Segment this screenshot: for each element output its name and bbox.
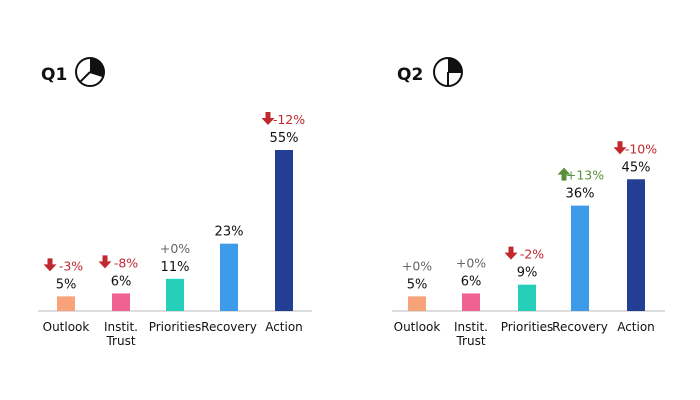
category-label: Action xyxy=(265,320,303,334)
bar-recovery xyxy=(220,243,238,311)
category-label: Action xyxy=(617,320,655,334)
change-value: -2% xyxy=(520,247,544,262)
q2-chart-panel: Q2 5% Outlook +0% 6% Instit. Trust +0% 9% Priori… xyxy=(392,57,665,348)
category-label: Outlook xyxy=(394,320,441,334)
change-value: -10% xyxy=(625,141,657,156)
bar-action xyxy=(627,179,645,311)
value-label: 9% xyxy=(517,266,538,281)
value-label: 55% xyxy=(270,131,299,146)
value-label: 5% xyxy=(407,277,428,292)
value-label: 23% xyxy=(215,225,244,240)
change-indicator: +0% xyxy=(402,258,432,273)
bar-outlook xyxy=(408,296,426,311)
pie-chart-icon xyxy=(75,57,105,87)
change-indicator: -10% xyxy=(613,141,657,156)
category-label: Recovery xyxy=(552,320,608,334)
change-indicator: +13% xyxy=(557,167,604,183)
arrow-down-icon xyxy=(98,255,112,269)
arrow-down-icon xyxy=(504,246,518,260)
change-indicator: -2% xyxy=(504,246,544,262)
arrow-down-icon xyxy=(613,141,627,155)
q2-title: Q2 xyxy=(397,65,423,85)
change-value: +0% xyxy=(456,255,486,270)
change-value: -12% xyxy=(273,112,305,127)
category-label: Outlook xyxy=(43,320,90,334)
value-label: 5% xyxy=(56,277,77,292)
change-indicator: +0% xyxy=(160,241,190,256)
category-label: Recovery xyxy=(201,320,257,334)
value-label: 6% xyxy=(111,274,132,289)
category-label: Instit. Trust xyxy=(454,320,488,348)
bar-instit xyxy=(112,293,130,311)
change-indicator: -8% xyxy=(98,255,138,270)
change-value: +13% xyxy=(566,168,604,183)
pie-chart-icon xyxy=(433,57,463,87)
category-label: Instit. Trust xyxy=(104,320,138,348)
bar-priorities xyxy=(166,278,184,311)
value-label: 36% xyxy=(566,187,595,202)
change-value: -8% xyxy=(114,255,138,270)
change-value: +0% xyxy=(402,258,432,273)
bar-recovery xyxy=(571,205,589,311)
arrow-down-icon xyxy=(43,258,57,272)
category-label: Priorities xyxy=(149,320,202,334)
change-indicator: -3% xyxy=(43,258,83,273)
arrow-up-icon xyxy=(557,167,571,181)
q1-chart-panel: Q1 5% Outlook -3% 6% Instit. Trust -8% 11% Prior… xyxy=(38,57,312,348)
bar-priorities xyxy=(518,284,536,311)
bar-instit xyxy=(462,293,480,311)
value-label: 6% xyxy=(461,274,482,289)
change-value: +0% xyxy=(160,241,190,256)
category-label: Priorities xyxy=(501,320,554,334)
value-label: 11% xyxy=(161,260,190,275)
q1-title: Q1 xyxy=(41,65,67,85)
arrow-down-icon xyxy=(261,112,275,125)
bar-outlook xyxy=(57,296,75,311)
bar-action xyxy=(275,150,293,311)
change-indicator: +0% xyxy=(456,255,486,270)
change-indicator: -12% xyxy=(261,112,305,127)
change-value: -3% xyxy=(59,258,83,273)
value-label: 45% xyxy=(622,160,651,175)
